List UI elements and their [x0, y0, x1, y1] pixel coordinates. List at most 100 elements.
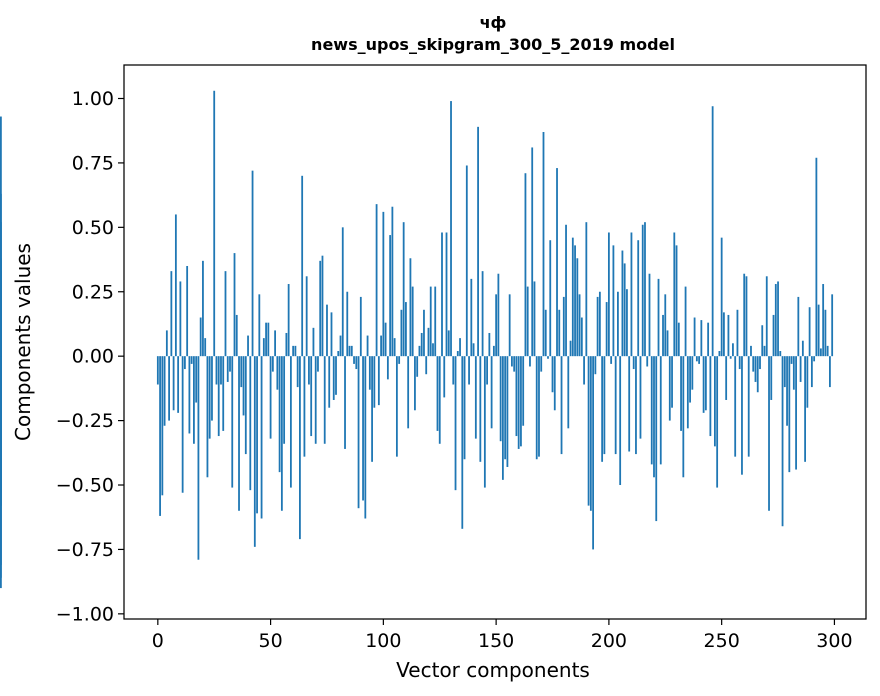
bar-component-72 [319, 260, 322, 357]
bar-component-165 [529, 356, 531, 367]
bar-component-168 [535, 356, 538, 460]
bar-component-177 [556, 168, 558, 357]
bar-component-115 [416, 356, 419, 377]
bar-component-189 [583, 356, 585, 385]
bar-component-256 [734, 356, 737, 457]
bar-component-48 [265, 322, 267, 357]
bar-component-292 [815, 157, 818, 357]
bar-component-24 [211, 356, 213, 421]
bar-component-19 [199, 317, 202, 357]
bar-component-57 [285, 332, 288, 357]
bar-component-151 [497, 273, 500, 357]
bar-component-181 [565, 224, 567, 357]
bar-component-254 [729, 356, 732, 359]
bar-component-53 [276, 356, 279, 390]
bar-component-138 [468, 356, 470, 385]
bar-component-240 [698, 356, 700, 364]
bar-component-7 [172, 356, 175, 411]
bar-component-100 [382, 211, 385, 357]
bar-component-5 [168, 356, 170, 421]
bar-component-3 [163, 356, 166, 426]
bar-component-214 [639, 356, 642, 439]
bar-component-150 [495, 294, 498, 357]
bar-component-162 [522, 356, 525, 426]
bar-component-106 [395, 356, 398, 457]
bar-component-246 [711, 106, 714, 357]
bar-component-111 [407, 356, 410, 429]
bar-component-8 [174, 214, 177, 357]
bar-component-257 [736, 309, 739, 357]
bar-component-157 [511, 356, 513, 367]
y-tick-label: 0.75 [72, 152, 114, 174]
bar-component-154 [504, 356, 507, 460]
bar-component-220 [653, 356, 655, 478]
bar-component-232 [680, 356, 682, 431]
bar-component-undefined [0, 356, 2, 589]
bar-component-202 [612, 245, 615, 357]
bar-component-120 [427, 327, 430, 357]
bar-component-39 [244, 356, 247, 455]
bar-component-233 [682, 356, 685, 478]
bar-component-123 [434, 286, 437, 357]
bar-component-149 [492, 345, 495, 357]
bar-component-28 [220, 356, 222, 385]
bar-component-216 [644, 222, 646, 357]
bar-component-131 [452, 356, 455, 385]
bar-component-180 [562, 296, 565, 357]
bar-component-251 [723, 312, 725, 357]
bar-component-135 [461, 356, 464, 529]
bar-component-84 [346, 291, 349, 357]
bar-component-108 [400, 309, 403, 357]
bar-component-143 [479, 356, 482, 462]
bar-component-118 [423, 309, 425, 357]
bar-component-2 [161, 356, 164, 496]
bar-component-253 [727, 314, 730, 357]
bar-component-101 [384, 322, 387, 357]
x-tick-label: 0 [152, 630, 164, 652]
bar-component-259 [741, 356, 743, 475]
bar-component-245 [709, 356, 712, 437]
bar-component-280 [788, 356, 791, 473]
bar-component-54 [278, 356, 281, 473]
bar-component-213 [637, 240, 640, 357]
bar-component-113 [411, 286, 414, 357]
bar-component-161 [520, 356, 522, 447]
bar-component-241 [700, 320, 703, 357]
bar-component-212 [635, 356, 637, 455]
bar-component-17 [195, 356, 198, 403]
bar-component-247 [713, 356, 716, 447]
bar-component-262 [747, 356, 750, 457]
bar-component-69 [312, 327, 315, 357]
bar-component-1 [159, 356, 161, 516]
bar-component-6 [170, 271, 173, 357]
bar-component-208 [626, 289, 628, 357]
bar-component-133 [456, 351, 459, 357]
bar-component-166 [531, 147, 534, 357]
bar-component-197 [601, 356, 604, 462]
bar-component-258 [738, 356, 741, 370]
bar-component-186 [576, 258, 579, 357]
bar-component-30 [224, 271, 227, 357]
bar-component-231 [677, 322, 680, 357]
bar-component-0 [156, 356, 159, 385]
bar-component-74 [323, 356, 326, 444]
bar-component-158 [513, 356, 516, 372]
bar-component-235 [686, 356, 689, 429]
bar-component-298 [829, 356, 831, 388]
bar-component-237 [691, 356, 694, 390]
bar-component-283 [795, 356, 797, 470]
bar-component-140 [472, 343, 475, 357]
bar-component-79 [335, 356, 337, 395]
bar-component-112 [409, 258, 412, 357]
bar-component-152 [499, 356, 502, 442]
bar-component-11 [181, 356, 184, 493]
bar-component-227 [668, 356, 671, 421]
bar-component-296 [824, 309, 827, 357]
bar-component-63 [299, 356, 301, 540]
bar-component-278 [783, 356, 786, 388]
bar-component-248 [716, 356, 719, 488]
bar-component-153 [501, 356, 504, 480]
bar-component-104 [391, 206, 394, 357]
bar-component-226 [666, 330, 669, 357]
